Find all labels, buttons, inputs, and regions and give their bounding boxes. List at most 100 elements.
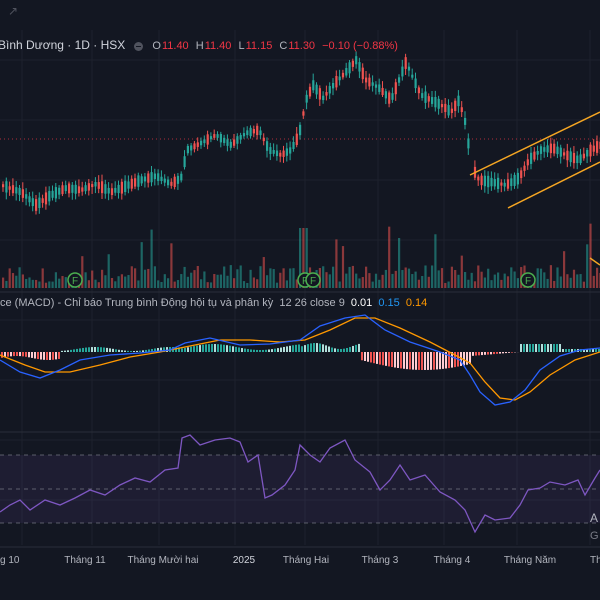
candle-body xyxy=(223,137,226,143)
volume-bar xyxy=(153,266,156,288)
candle-body xyxy=(487,175,490,188)
macd-hist-bar xyxy=(250,349,252,352)
macd-hist-bar xyxy=(442,352,444,369)
macd-hist-bar xyxy=(565,349,567,352)
macd-hist-bar xyxy=(340,348,342,352)
volume-bar xyxy=(203,271,206,288)
macd-hist-bar xyxy=(397,352,399,368)
trend-channel[interactable] xyxy=(469,111,600,266)
volume-bar xyxy=(87,280,90,288)
candle-body xyxy=(523,165,526,171)
candle-body xyxy=(2,184,5,188)
channel-lower-line xyxy=(507,161,600,209)
macd-hist-bar xyxy=(493,352,495,355)
macd-hist-bar xyxy=(109,348,111,352)
candle-body xyxy=(539,146,543,154)
rsi-line xyxy=(0,434,600,534)
candle-body xyxy=(173,176,176,187)
candle-body xyxy=(576,155,579,164)
macd-hist-bar xyxy=(88,347,90,352)
candle-body xyxy=(586,150,589,157)
candle-body xyxy=(322,95,325,101)
event-marker-text: F xyxy=(72,276,78,287)
macd-hist-bar xyxy=(166,347,168,352)
macd-hist-bar xyxy=(421,352,423,370)
candle-body xyxy=(592,145,595,152)
candle-body xyxy=(559,147,562,157)
event-marker-text: F xyxy=(302,276,308,287)
macd-hist-bar xyxy=(349,347,351,352)
candle-body xyxy=(388,92,391,104)
macd-hist-bar xyxy=(592,349,594,352)
macd-hist-bar xyxy=(256,349,258,352)
volume-bar xyxy=(361,277,364,288)
volume-bar xyxy=(539,268,543,288)
volume-bar xyxy=(407,268,411,288)
candle-body xyxy=(87,183,90,191)
volume-bar xyxy=(196,265,199,288)
macd-hist-bar xyxy=(112,348,114,352)
macd-hist-bar xyxy=(52,352,54,360)
macd-hist-bar xyxy=(1,352,3,358)
volume-bar xyxy=(269,268,272,288)
volume-bar xyxy=(477,265,480,288)
volume-bar xyxy=(2,277,5,288)
macd-hist-bar xyxy=(508,352,510,353)
macd-hist-bar xyxy=(280,347,282,352)
volume-bar xyxy=(513,271,516,288)
volume-bar xyxy=(193,270,196,288)
symbol-title[interactable]: Bình Dương · 1D · HSX xyxy=(0,38,126,52)
volume-bar xyxy=(11,273,15,288)
macd-value: 0.15 xyxy=(378,297,400,309)
event-marker-f[interactable]: F xyxy=(67,272,83,288)
macd-hist-bar xyxy=(16,352,18,357)
volume-bar xyxy=(424,265,427,288)
macd-hist-bar xyxy=(520,344,522,352)
macd-hist-bar xyxy=(310,343,312,352)
volume-bar xyxy=(322,266,325,288)
macd-histogram xyxy=(1,343,600,370)
volume-bar xyxy=(457,274,460,288)
macd-hist-bar xyxy=(100,347,102,352)
volume-bar xyxy=(497,272,500,288)
macd-hist-bar xyxy=(154,348,156,352)
macd-hist-bar xyxy=(400,352,402,369)
volume-bar xyxy=(572,269,576,288)
volume-bar xyxy=(556,267,559,288)
candle-body xyxy=(5,181,8,193)
candle-body xyxy=(48,191,51,202)
collapse-icon[interactable] xyxy=(134,41,144,51)
macd-hist-bar xyxy=(187,347,189,352)
macd-title[interactable]: ce (MACD) - Chỉ báo Trung bình Động hội … xyxy=(0,297,274,309)
macd-hist-bar xyxy=(118,349,120,352)
macd-hist-bar xyxy=(553,344,555,352)
candle-body xyxy=(147,173,150,183)
candle-body xyxy=(543,147,546,152)
macd-hist-bar xyxy=(244,348,246,352)
candle-body xyxy=(398,77,401,83)
candle-body xyxy=(275,150,279,157)
volume-bar xyxy=(464,272,467,288)
candle-body xyxy=(464,117,467,125)
volume-bar xyxy=(282,268,285,288)
candle-body xyxy=(533,151,536,160)
arrow-icon[interactable]: ↗ xyxy=(8,4,19,18)
event-marker-f[interactable]: F xyxy=(520,272,536,288)
candle-body xyxy=(35,199,38,211)
candle-body xyxy=(302,111,305,116)
macd-hist-bar xyxy=(130,350,132,352)
macd-hist-bar xyxy=(277,348,279,352)
candle-body xyxy=(71,184,74,193)
macd-hist-bar xyxy=(298,344,300,352)
event-marker-f[interactable]: F xyxy=(305,272,321,288)
volume-bar xyxy=(134,268,137,288)
candle-body xyxy=(427,96,430,102)
candle-body xyxy=(229,141,232,148)
macd-hist-bar xyxy=(589,349,591,352)
candle-body xyxy=(549,143,552,154)
volume-bar xyxy=(365,266,368,288)
volume-bar xyxy=(272,269,275,288)
price-candles xyxy=(2,51,600,215)
